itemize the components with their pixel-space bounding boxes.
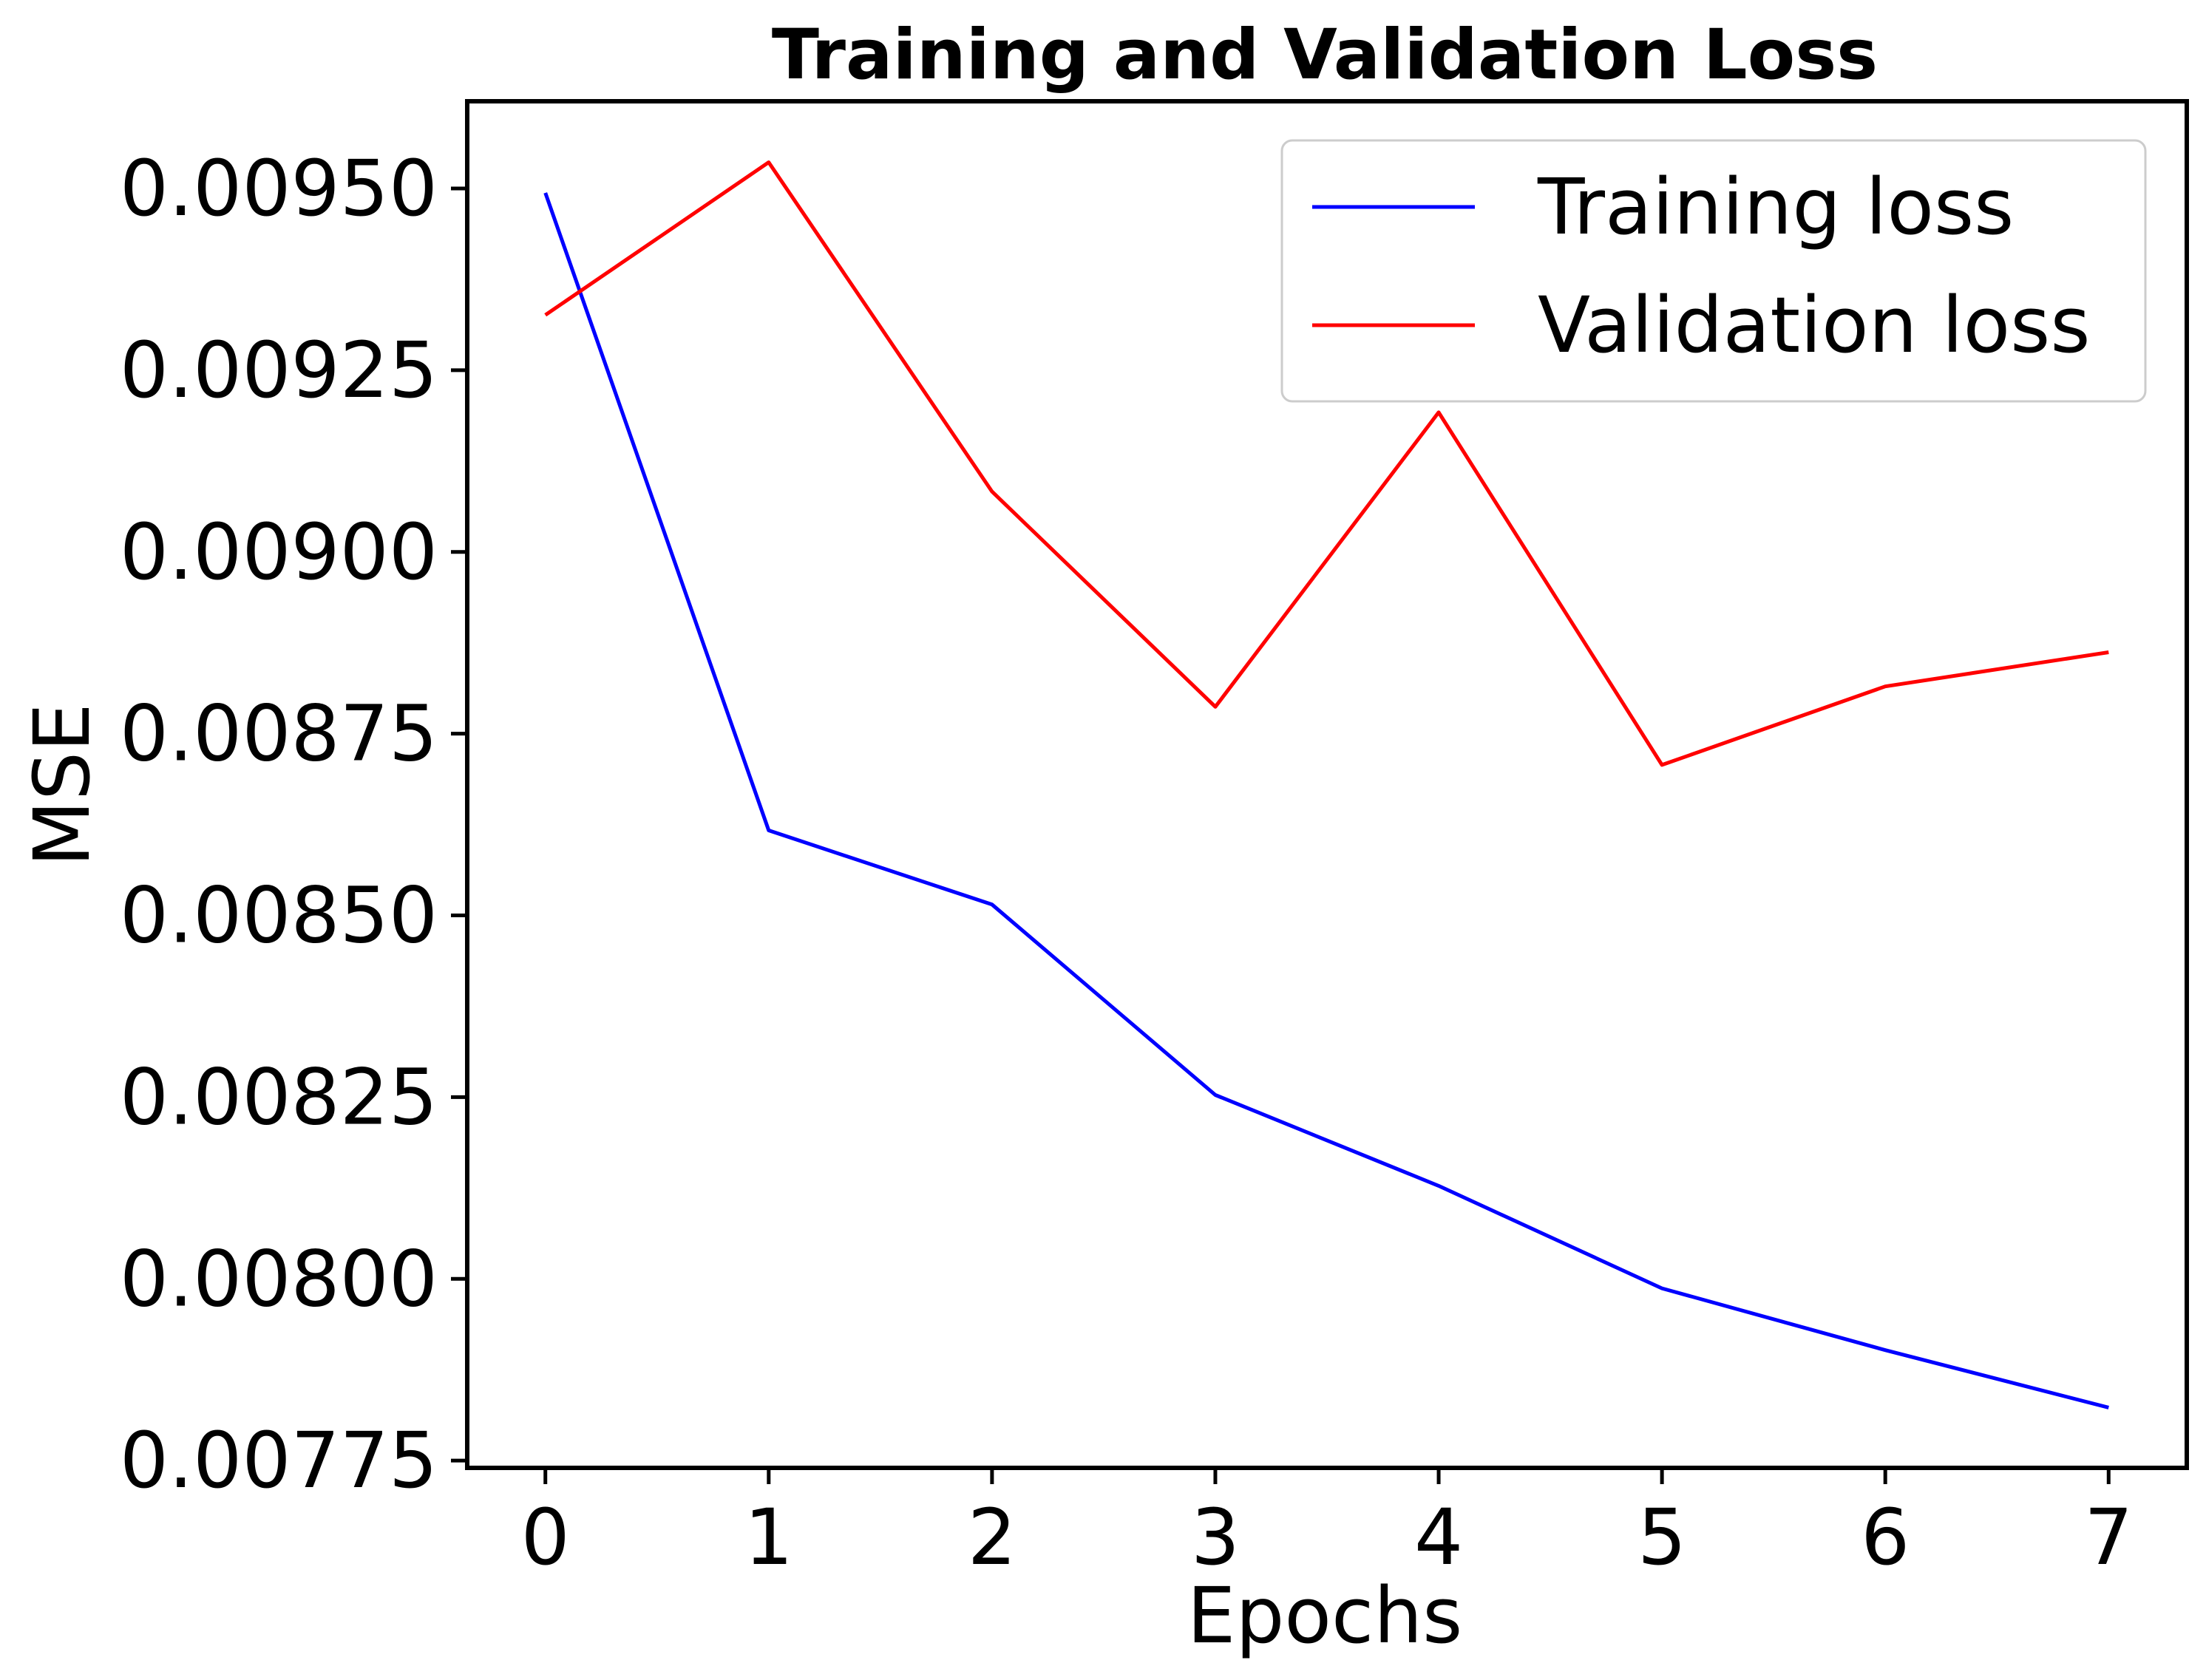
x-tick-label: 6 <box>1861 1492 1910 1582</box>
x-tick-label: 0 <box>521 1492 570 1582</box>
y-tick-label: 0.00950 <box>120 143 438 234</box>
legend: Training loss Validation loss <box>1280 139 2147 403</box>
y-tick-label: 0.00875 <box>120 689 438 779</box>
legend-box <box>1280 139 2147 403</box>
y-tick-label: 0.00925 <box>120 325 438 415</box>
legend-label-validation: Validation loss <box>1538 280 2091 370</box>
x-tick-label: 2 <box>968 1492 1017 1582</box>
x-axis-ticks: 0 1 2 3 4 5 6 7 <box>521 1468 2133 1582</box>
y-axis-label: MSE <box>17 703 107 866</box>
x-axis-label: Epochs <box>1187 1571 1463 1661</box>
plot-frame <box>465 99 2189 1470</box>
chart-title: Training and Validation Loss <box>772 15 1878 95</box>
x-tick-label: 3 <box>1191 1492 1240 1582</box>
y-tick-label: 0.00850 <box>120 871 438 961</box>
series-line-validation <box>544 160 2109 767</box>
y-tick-label: 0.00825 <box>120 1052 438 1142</box>
y-tick-label: 0.00900 <box>120 507 438 597</box>
x-tick-label: 1 <box>744 1492 793 1582</box>
series-line-training <box>543 192 2109 1409</box>
legend-label-training: Training loss <box>1537 162 2014 252</box>
series-lines <box>543 160 2109 1409</box>
x-tick-label: 4 <box>1414 1492 1463 1582</box>
x-tick-label: 5 <box>1637 1492 1686 1582</box>
x-tick-label: 7 <box>2084 1492 2133 1582</box>
y-tick-label: 0.00775 <box>120 1415 438 1506</box>
y-tick-label: 0.00800 <box>120 1234 438 1324</box>
y-axis-ticks: 0.00775 0.00800 0.00825 0.00850 0.00875 0.009… <box>120 143 467 1506</box>
